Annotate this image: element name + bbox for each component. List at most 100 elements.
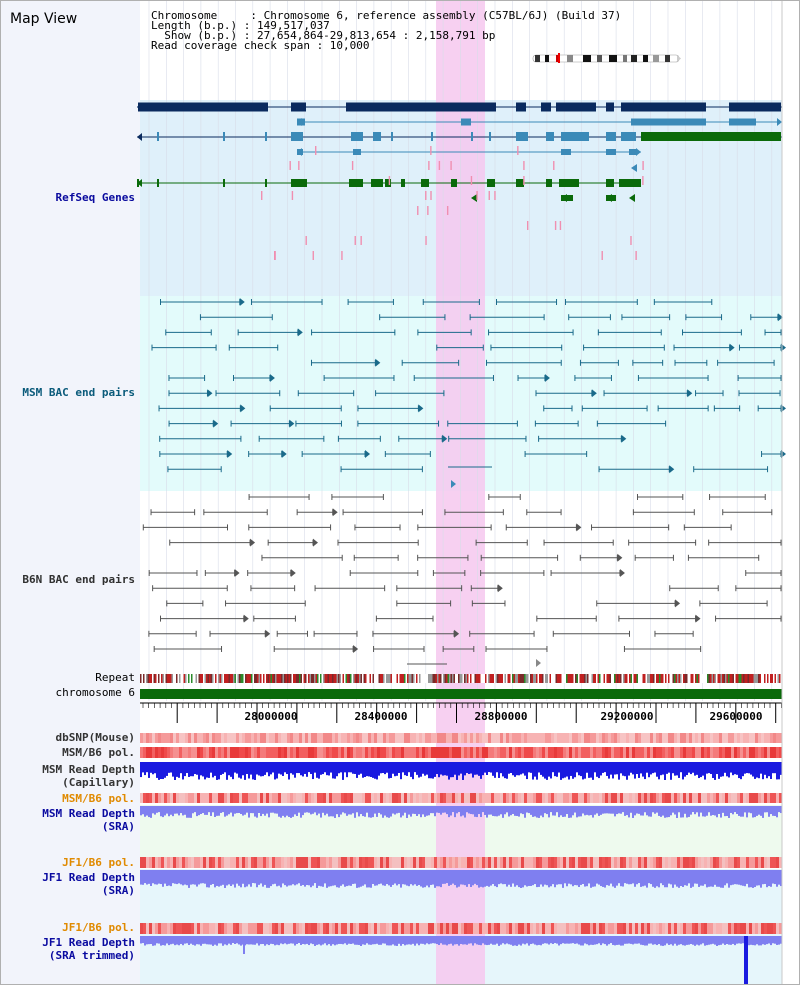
depth-bar — [776, 762, 778, 780]
chromosome-info: Chromosome : Chromosome 6, reference ass… — [151, 10, 621, 51]
heat-cell — [155, 747, 158, 758]
depth-bar — [322, 806, 324, 813]
depth-bar — [600, 936, 602, 946]
depth-bar — [684, 870, 686, 886]
depth-bar — [306, 806, 308, 813]
heat-cell — [572, 733, 575, 743]
depth-bar — [306, 762, 308, 777]
depth-bar — [684, 936, 686, 946]
depth-bar — [356, 762, 358, 778]
depth-bar — [166, 936, 168, 944]
heat-cell — [452, 733, 455, 743]
depth-bar — [404, 870, 406, 885]
repeat-mark — [215, 674, 217, 683]
depth-bar — [300, 806, 302, 818]
depth-bar — [458, 936, 460, 946]
depth-bar — [676, 870, 678, 887]
heat-cell — [512, 747, 515, 758]
heat-cell — [740, 747, 743, 758]
depth-bar — [698, 870, 700, 887]
depth-bar — [302, 870, 304, 886]
heat-cell — [146, 733, 149, 743]
depth-bar — [160, 762, 162, 780]
depth-bar — [302, 762, 304, 777]
depth-bar — [654, 870, 656, 888]
heat-cell — [449, 857, 452, 868]
ruler-tick-label: 28800000 — [474, 710, 528, 723]
depth-bar — [598, 936, 600, 944]
heat-cell — [260, 747, 263, 758]
repeat-mark — [503, 674, 505, 683]
depth-bar — [248, 870, 250, 885]
depth-bar — [242, 870, 244, 884]
heat-cell — [728, 733, 731, 743]
heat-cell — [611, 747, 614, 758]
heat-cell — [767, 923, 770, 934]
depth-bar — [594, 870, 596, 887]
heat-cell — [203, 733, 206, 743]
depth-bar — [394, 870, 396, 884]
depth-bar — [730, 762, 732, 773]
heat-cell — [770, 733, 773, 743]
repeat-mark — [422, 674, 424, 683]
repeat-mark — [320, 674, 322, 683]
depth-bar — [750, 870, 752, 888]
heat-cell — [479, 747, 482, 758]
depth-bar — [240, 762, 242, 779]
repeat-mark — [585, 674, 587, 683]
depth-bar — [184, 762, 186, 777]
depth-bar — [456, 806, 458, 814]
heat-cell — [563, 923, 566, 934]
depth-bar — [710, 762, 712, 775]
heat-cell — [242, 793, 245, 803]
heat-cell — [554, 747, 557, 758]
gene-strand — [777, 118, 782, 126]
depth-bar — [668, 936, 670, 945]
heat-cell — [668, 733, 671, 743]
depth-bar — [666, 870, 668, 888]
heat-cell — [731, 733, 734, 743]
repeat-mark — [518, 674, 520, 683]
depth-bar — [752, 870, 754, 888]
msm-bac-track-label: MSM BAC end pairs — [22, 386, 135, 399]
depth-bar — [266, 762, 268, 773]
heat-cell — [617, 857, 620, 868]
heat-cell — [692, 733, 695, 743]
depth-bar — [432, 806, 434, 814]
depth-bar — [538, 870, 540, 887]
repeat-mark — [438, 674, 440, 683]
depth-bar — [180, 806, 182, 814]
repeat-mark — [771, 674, 773, 683]
depth-bar — [778, 762, 780, 780]
depth-bar — [710, 870, 712, 887]
depth-bar — [564, 870, 566, 884]
refseq-minor-mark — [425, 236, 427, 245]
gene-exon — [138, 102, 268, 112]
depth-bar — [188, 762, 190, 777]
gene-exon — [157, 179, 159, 187]
chromosome-ideogram[interactable] — [531, 53, 681, 63]
depth-bar — [334, 870, 336, 886]
heat-cell — [413, 923, 416, 934]
depth-bar — [478, 936, 480, 945]
gene-exon — [371, 179, 383, 187]
depth-bar — [768, 936, 770, 944]
gene-strand — [629, 194, 635, 202]
bac-strand — [675, 599, 681, 608]
depth-bar — [360, 936, 362, 946]
depth-bar — [630, 806, 632, 813]
repeat-mark — [692, 674, 694, 683]
depth-bar — [652, 870, 654, 887]
heat-cell — [599, 733, 602, 743]
heat-cell — [587, 793, 590, 803]
heat-cell — [470, 733, 473, 743]
gene-exon — [641, 132, 781, 141]
repeat-mark — [714, 674, 716, 683]
repeat-mark — [141, 674, 143, 683]
depth-bar — [532, 806, 534, 817]
heat-cell — [203, 857, 206, 868]
heat-cell — [629, 733, 632, 743]
heat-cell — [356, 733, 359, 743]
depth-bar — [390, 870, 392, 887]
